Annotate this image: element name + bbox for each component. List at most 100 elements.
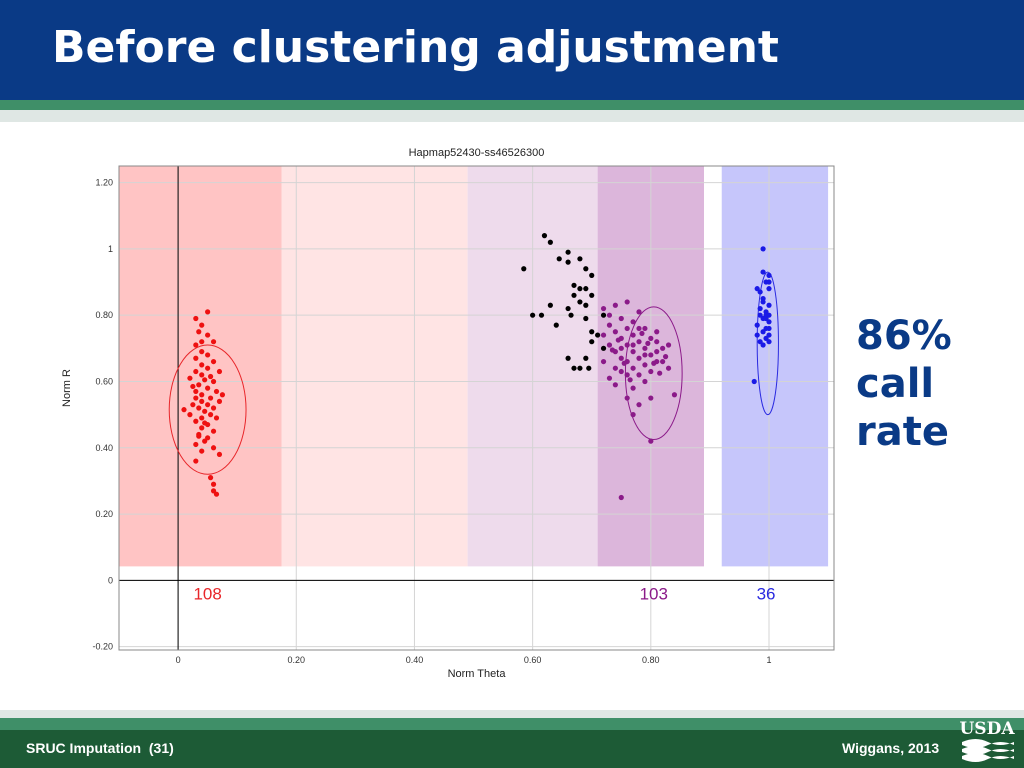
data-point — [199, 415, 205, 421]
data-point — [210, 358, 217, 365]
data-point — [618, 494, 624, 501]
data-point — [577, 365, 583, 371]
data-point — [530, 312, 536, 318]
data-point — [202, 438, 208, 444]
data-point — [595, 332, 601, 338]
data-point — [205, 352, 211, 358]
x-tick-label: 0.40 — [406, 655, 424, 665]
footer-author: Wiggans, 2013 — [842, 740, 940, 756]
data-point — [639, 330, 645, 337]
data-point — [583, 302, 589, 308]
cluster-ellipse-2 — [756, 271, 779, 416]
data-point — [600, 305, 607, 312]
data-point — [618, 345, 624, 351]
data-point — [193, 342, 199, 348]
usda-logo-text: USDA — [959, 719, 1015, 739]
data-point — [199, 425, 205, 431]
cluster-ellipse-0 — [168, 344, 247, 475]
y-tick-label: 0.20 — [95, 509, 113, 519]
data-point — [757, 289, 763, 295]
data-point — [618, 368, 624, 375]
data-point — [636, 325, 642, 332]
data-point — [213, 388, 220, 395]
data-point — [760, 329, 766, 335]
data-point — [577, 286, 583, 292]
data-point — [565, 259, 571, 265]
data-point — [757, 305, 763, 312]
data-point — [754, 286, 760, 292]
data-point — [624, 372, 630, 378]
call-rate-callout: 86% call rate — [856, 312, 952, 456]
data-point — [630, 332, 636, 338]
cluster-count-label: 103 — [640, 584, 668, 603]
data-point — [199, 398, 205, 404]
data-point — [207, 412, 214, 418]
data-point — [648, 352, 654, 358]
data-point — [600, 345, 607, 351]
data-point — [205, 402, 211, 408]
data-point — [565, 249, 571, 255]
data-point — [210, 481, 217, 487]
data-point — [207, 373, 214, 380]
call-rate-line-2: call — [856, 361, 935, 407]
data-point — [606, 375, 613, 381]
data-point — [193, 388, 199, 395]
data-point — [571, 292, 577, 298]
footer-stripe — [0, 718, 1024, 730]
y-tick-label: 1 — [108, 244, 113, 254]
data-point — [766, 332, 772, 338]
data-point — [190, 402, 196, 408]
slide-title: Before clustering adjustment — [52, 22, 779, 73]
title-bar — [0, 0, 1024, 100]
scatter-chart: 0 0.20 0.40 0.60 0.80 1 -0.20 0 0.20 0.40 0.60 0.80… — [61, 147, 835, 680]
data-point — [205, 385, 211, 391]
data-point — [600, 358, 607, 365]
cluster-count-label: 108 — [193, 584, 221, 603]
data-point — [589, 272, 595, 278]
y-tick-label: 0.80 — [95, 310, 113, 320]
usda-logo: USDA — [959, 719, 1015, 762]
data-point — [571, 365, 577, 371]
data-point — [648, 438, 654, 444]
data-point — [577, 299, 583, 305]
data-point — [202, 420, 208, 426]
data-point — [642, 345, 648, 351]
data-point — [571, 282, 577, 288]
call-rate-line-1: 86% — [856, 313, 952, 359]
data-point — [609, 347, 616, 353]
data-point — [642, 325, 648, 332]
data-point — [606, 312, 613, 318]
data-point — [615, 337, 621, 343]
data-point — [219, 392, 226, 398]
x-axis-label: Norm Theta — [448, 668, 507, 680]
data-point — [630, 342, 636, 348]
data-point — [213, 415, 220, 421]
data-point — [754, 322, 760, 328]
data-point — [648, 395, 654, 401]
data-point — [583, 286, 589, 292]
data-point — [665, 365, 672, 371]
data-point — [521, 266, 527, 272]
data-point — [763, 315, 769, 322]
data-point — [202, 377, 208, 383]
data-point — [612, 365, 618, 371]
data-point — [636, 339, 642, 345]
data-point — [624, 395, 630, 401]
data-point — [763, 335, 769, 341]
header-stripe — [0, 100, 1024, 110]
data-point — [181, 407, 187, 413]
data-point — [760, 299, 766, 305]
data-point — [193, 355, 199, 361]
data-point — [553, 322, 559, 328]
data-point — [577, 256, 583, 262]
data-point — [612, 382, 618, 388]
data-point — [654, 349, 660, 355]
data-point — [648, 368, 654, 375]
data-point — [600, 312, 607, 318]
data-point — [210, 428, 217, 434]
data-point — [196, 329, 202, 335]
footer-bar — [0, 730, 1024, 768]
data-point — [193, 441, 199, 448]
data-point — [766, 279, 772, 285]
data-point — [205, 309, 211, 315]
